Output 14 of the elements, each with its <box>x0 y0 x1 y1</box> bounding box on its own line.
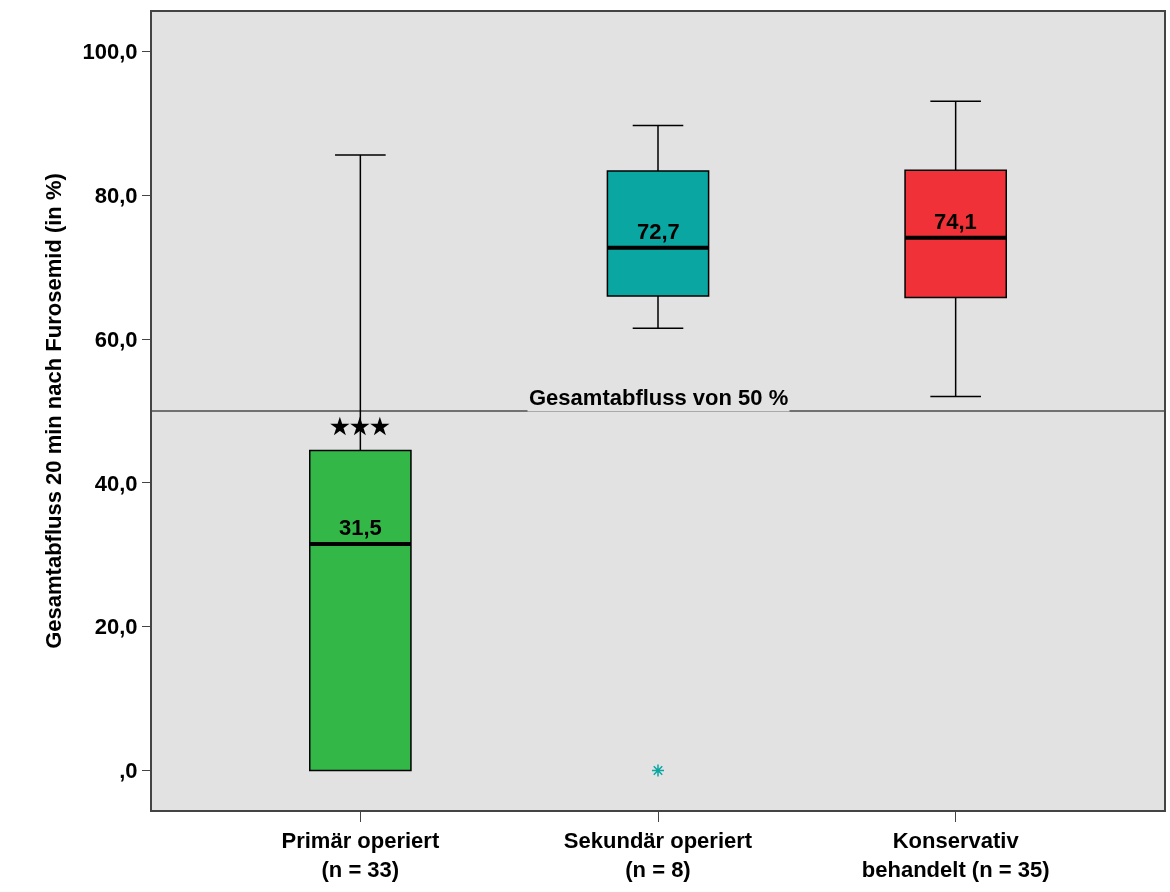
annotation: 31,5 <box>339 515 382 540</box>
y-tick-label: 40,0 <box>94 470 138 496</box>
annotation: 72,7 <box>637 219 680 244</box>
y-tick-label: ,0 <box>119 758 138 784</box>
y-tick-label: 60,0 <box>94 326 138 352</box>
y-tick-label: 100,0 <box>82 39 138 65</box>
y-tick-label: 80,0 <box>94 183 138 209</box>
y-tick-label: 20,0 <box>94 614 138 640</box>
x-tick-label: Primär operiert (n = 33) <box>281 828 440 882</box>
ref-line-label: Gesamtabfluss von 50 % <box>529 385 789 410</box>
x-tick-label: Konservativ behandelt (n = 35) <box>861 828 1050 882</box>
annotation: 74,1 <box>934 209 977 234</box>
x-tick-label: Sekundär operiert (n = 8) <box>563 828 753 882</box>
y-axis-title: Gesamtabfluss 20 min nach Furosemid (in %) <box>40 173 66 649</box>
